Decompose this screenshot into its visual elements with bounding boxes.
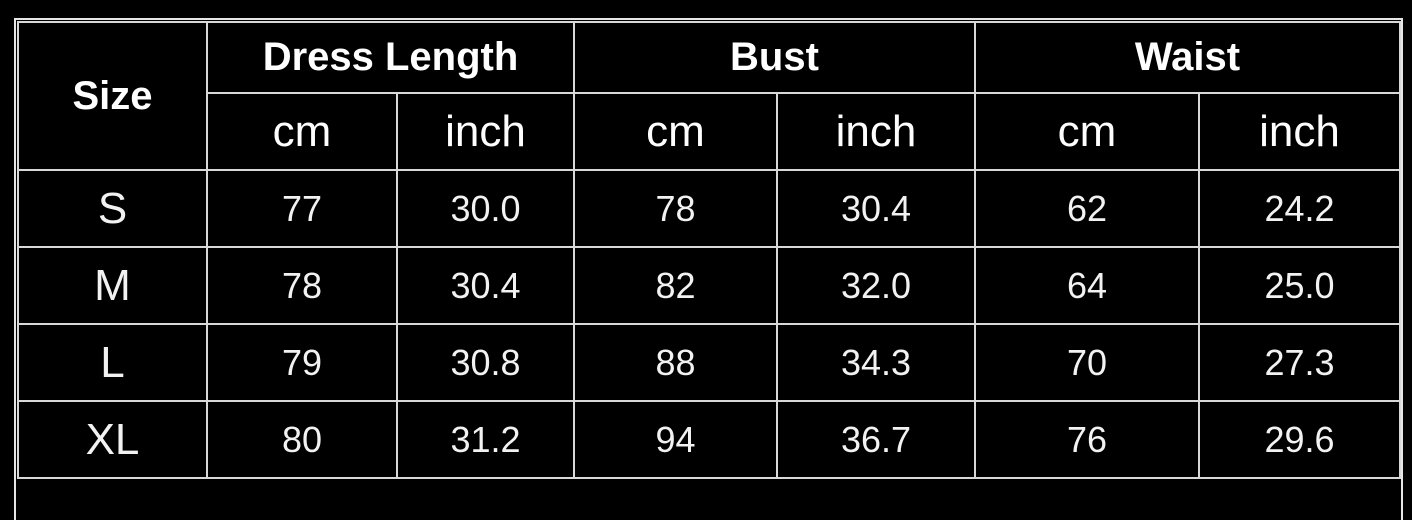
unit-header: inch <box>1198 92 1401 171</box>
measurement-cell: 32.0 <box>776 246 976 325</box>
measurement-cell: 94 <box>573 400 778 479</box>
table-row: S 77 30.0 78 30.4 62 24.2 <box>17 169 1401 248</box>
measurement-cell: 24.2 <box>1198 169 1401 248</box>
measurement-cell: 88 <box>573 323 778 402</box>
measurement-cell: 36.7 <box>776 400 976 479</box>
measurement-cell: 82 <box>573 246 778 325</box>
measurement-cell: 30.4 <box>776 169 976 248</box>
group-header-dress-length: Dress Length <box>206 21 575 94</box>
unit-header: cm <box>974 92 1200 171</box>
measurement-cell: 30.0 <box>396 169 575 248</box>
unit-header: inch <box>396 92 575 171</box>
measurement-cell: 64 <box>974 246 1200 325</box>
measurement-cell: 62 <box>974 169 1200 248</box>
measurement-cell: 25.0 <box>1198 246 1401 325</box>
measurement-cell: 70 <box>974 323 1200 402</box>
size-cell: XL <box>17 400 208 479</box>
table-row: L 79 30.8 88 34.3 70 27.3 <box>17 323 1401 402</box>
measurement-cell: 30.4 <box>396 246 575 325</box>
unit-header: cm <box>206 92 398 171</box>
table-row: XL 80 31.2 94 36.7 76 29.6 <box>17 400 1401 479</box>
measurement-cell: 34.3 <box>776 323 976 402</box>
size-header: Size <box>17 21 208 171</box>
measurement-cell: 27.3 <box>1198 323 1401 402</box>
measurement-cell: 30.8 <box>396 323 575 402</box>
measurement-cell: 80 <box>206 400 398 479</box>
group-header-bust: Bust <box>573 21 976 94</box>
table-row: M 78 30.4 82 32.0 64 25.0 <box>17 246 1401 325</box>
unit-header: inch <box>776 92 976 171</box>
size-cell: M <box>17 246 208 325</box>
size-chart-table: Size Dress Length Bust Waist cm inch cm … <box>17 21 1401 479</box>
size-cell: L <box>17 323 208 402</box>
unit-header: cm <box>573 92 778 171</box>
measurement-cell: 77 <box>206 169 398 248</box>
group-header-waist: Waist <box>974 21 1401 94</box>
measurement-cell: 76 <box>974 400 1200 479</box>
measurement-cell: 78 <box>573 169 778 248</box>
measurement-cell: 31.2 <box>396 400 575 479</box>
table-outer-border <box>14 18 1403 520</box>
measurement-cell: 29.6 <box>1198 400 1401 479</box>
measurement-cell: 78 <box>206 246 398 325</box>
measurement-cell: 79 <box>206 323 398 402</box>
size-cell: S <box>17 169 208 248</box>
